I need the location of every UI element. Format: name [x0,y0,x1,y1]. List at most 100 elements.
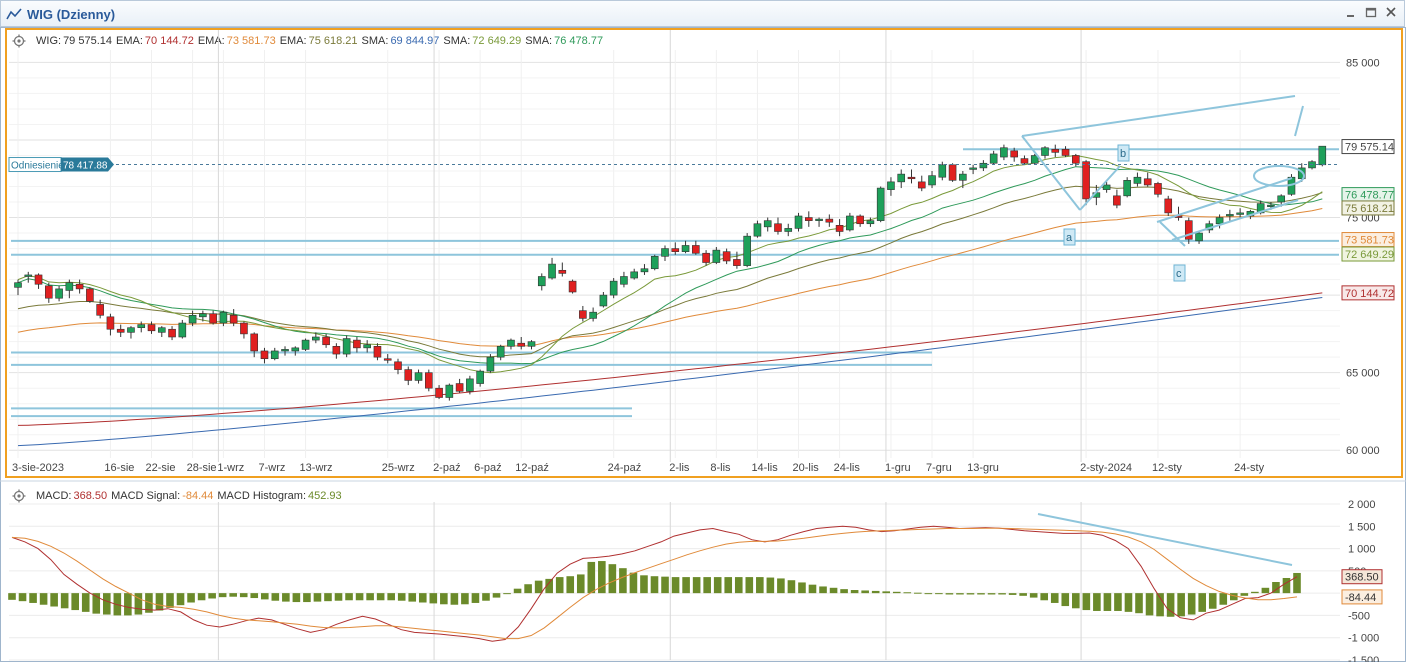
legend-name: MACD: [36,490,72,502]
price-axis-label: 76 478.77 [1345,190,1394,202]
legend-name: SMA: [525,35,553,47]
wave-label: c [1176,268,1182,280]
trend-line [1021,135,1081,211]
macd-histogram-bar [903,592,912,594]
price-x-tick-label: 24-paź [608,462,642,474]
candle-down [579,310,587,319]
candle-up [1277,195,1286,203]
macd-histogram-bar [292,593,301,603]
price-x-tick-label: 24-lis [834,462,861,474]
price-x-tick-label: 14-lis [751,462,778,474]
minimize-button[interactable] [1343,6,1359,20]
candle-up [1267,204,1275,207]
candle-down [240,322,248,335]
macd-histogram-bar [998,593,1006,595]
candle-down [424,372,433,389]
candle-up [527,341,536,347]
candle-up [486,356,495,372]
legend-name: MACD Signal: [111,490,181,502]
macd-histogram-bar [271,593,280,601]
candle-up [363,344,371,349]
candle-up [137,324,146,328]
macd-histogram-bar [977,593,985,595]
candle-down [671,248,680,252]
macd-histogram-bar [861,590,869,594]
macd-histogram-bar [145,593,153,613]
macd-histogram-bar [819,586,827,594]
candle-up [1102,184,1111,190]
candle-down [907,176,916,180]
price-panel-settings-icon[interactable] [12,34,26,48]
legend-value: 75 618.21 [308,35,358,47]
legend-value: 452.93 [308,490,342,502]
macd-histogram-bar [239,593,248,598]
maximize-button[interactable] [1363,6,1379,20]
candle-down [75,283,84,290]
close-button[interactable] [1383,6,1399,20]
macd-histogram-bar [871,590,880,594]
legend-name: SMA: [361,35,389,47]
candle-down [116,328,125,333]
macd-histogram-bar [1187,593,1196,615]
macd-axis-label-box [1341,589,1383,605]
candle-up [897,173,906,183]
candle-down [1051,148,1060,153]
macd-histogram-bar [303,593,311,603]
candle-down [517,342,526,347]
candle-down [1082,161,1090,200]
candle-down [322,336,330,346]
candle-up [794,215,803,229]
macd-histogram-bar [60,593,69,609]
reference-value-box [61,157,114,172]
macd-histogram-bar [724,577,733,594]
candle-up [599,294,608,307]
maximize-icon [1365,7,1377,18]
price-x-tick-label: 8-lis [710,462,731,474]
macd-y-tick-label: -500 [1348,610,1370,622]
candle-down [229,314,238,324]
macd-histogram-bar [1082,593,1091,611]
price-x-tick-label: 1-wrz [217,462,244,474]
price-panel-border [5,28,1403,478]
macd-histogram-bar [1114,593,1122,611]
candle-up [291,347,300,352]
macd-histogram-bar [1029,593,1038,598]
macd-histogram-bar [1093,593,1101,611]
candle-up [928,175,936,186]
candle-up [866,220,875,225]
legend-name: WIG: [36,35,62,47]
macd-histogram-bar [545,578,553,594]
macd-histogram-bar [1156,593,1164,617]
candle-down [1143,178,1152,186]
candle-down [804,217,813,221]
candle-up [630,271,639,279]
macd-histogram-bar [1072,593,1080,609]
candle-down [209,313,217,324]
price-axis-label-box [1341,200,1395,216]
candle-down [835,225,844,232]
candle-up [743,235,751,266]
wave-label-box [1063,228,1076,246]
price-x-tick-label: 13-gru [967,462,999,474]
legend-name: SMA: [443,35,471,47]
macd-histogram-bar [450,593,459,605]
macd-histogram-bar [1230,593,1238,601]
macd-y-tick-label: -1 500 [1348,655,1379,662]
candle-up [414,372,423,381]
candle-down [106,316,115,330]
candle-up [65,282,74,291]
price-axis-label: 79 575.14 [1345,142,1394,154]
macd-histogram-bar [176,593,185,606]
macd-histogram-bar [18,593,27,602]
macd-panel-settings-icon[interactable] [12,489,26,503]
legend-value: -84.44 [182,490,214,502]
macd-histogram-bar [1219,593,1228,605]
macd-histogram-bar [1008,593,1017,595]
candle-down [34,274,43,285]
candle-up [342,338,351,355]
price-x-tick-label: 24-sty [1234,462,1264,474]
candle-up [157,327,166,333]
candle-down [856,215,864,225]
macd-histogram-bar [682,577,690,594]
